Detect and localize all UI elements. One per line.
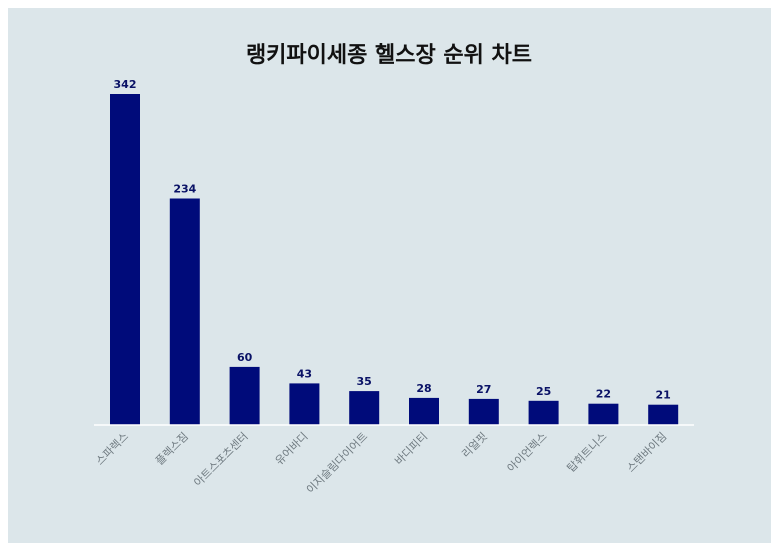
bar-9 [648, 404, 679, 425]
bar-8 [588, 403, 619, 425]
data-label-3: 43 [297, 367, 312, 380]
bar-1 [169, 198, 200, 425]
bar-5 [409, 397, 439, 425]
x-tick-label-2: 아트스포츠센터 [191, 430, 250, 489]
x-tick-label-4: 이지슬림다이어트 [304, 430, 370, 496]
chart-panel: 랭키파이세종 헬스장 순위 차트 342 스파렉스 234 플렉스짐 60 아트스포츠센터… [8, 8, 771, 543]
bar-3 [289, 383, 320, 425]
data-label-1: 234 [173, 183, 196, 196]
x-tick-label-1: 플렉스짐 [153, 430, 191, 468]
bar-7 [528, 400, 559, 425]
data-label-4: 35 [357, 375, 372, 388]
x-tick-label-8: 탑휘트니스 [565, 430, 610, 475]
x-tick-label-6: 리얼핏 [459, 429, 490, 460]
bars-layer [110, 94, 679, 425]
x-tick-label-7: 아이언렉스 [505, 430, 550, 475]
data-label-8: 22 [596, 388, 611, 401]
x-tick-label-3: 유어바디 [273, 430, 311, 468]
bar-2 [229, 366, 260, 425]
bar-0 [110, 94, 140, 425]
data-label-9: 21 [656, 389, 671, 402]
data-label-2: 60 [237, 351, 253, 364]
data-label-0: 342 [114, 78, 137, 91]
data-label-7: 25 [536, 385, 551, 398]
x-tick-label-0: 스파렉스 [93, 430, 131, 468]
data-label-5: 28 [416, 382, 431, 395]
bar-6 [468, 398, 499, 425]
bar-chart: 랭키파이세종 헬스장 순위 차트 342 스파렉스 234 플렉스짐 60 아트스포츠센터… [93, 43, 694, 496]
chart-title: 랭키파이세종 헬스장 순위 차트 [246, 43, 532, 68]
data-label-6: 27 [476, 383, 491, 396]
x-tick-label-9: 스탠바이짐 [624, 430, 669, 475]
x-tick-label-5: 바디피티 [392, 430, 430, 468]
bar-4 [349, 391, 380, 425]
